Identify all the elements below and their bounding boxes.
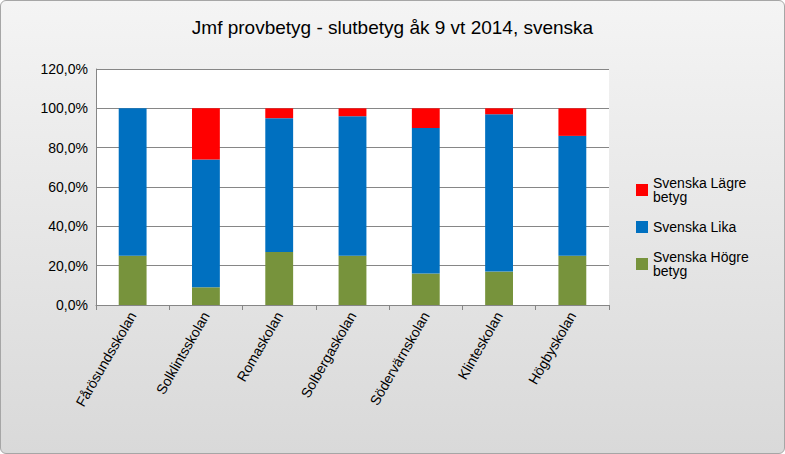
svg-text:40,0%: 40,0%: [48, 218, 88, 234]
svg-text:20,0%: 20,0%: [48, 258, 88, 274]
svg-text:Fårösundsskolan: Fårösundsskolan: [72, 309, 139, 409]
svg-text:Svenska Högre: Svenska Högre: [653, 249, 753, 265]
svg-text:Högbyskolan: Högbyskolan: [525, 309, 579, 387]
svg-text:100,0%: 100,0%: [41, 100, 88, 116]
svg-text:120,0%: 120,0%: [41, 61, 88, 77]
svg-text:Solbergaskolan: Solbergaskolan: [297, 309, 359, 400]
svg-text:betyg: betyg: [653, 263, 687, 279]
svg-text:betyg: betyg: [653, 189, 687, 205]
svg-text:Svenska Lägre: Svenska Lägre: [653, 175, 751, 191]
svg-text:0,0%: 0,0%: [56, 297, 88, 313]
svg-text:Romaskolan: Romaskolan: [233, 309, 286, 384]
svg-text:60,0%: 60,0%: [48, 179, 88, 195]
svg-text:Svenska Lika: Svenska Lika: [653, 219, 736, 235]
svg-text:80,0%: 80,0%: [48, 140, 88, 156]
svg-text:Klinteskolan: Klinteskolan: [454, 309, 506, 382]
svg-text:Jmf provbetyg - slutbetyg åk 9: Jmf provbetyg - slutbetyg åk 9 vt 2014, …: [192, 17, 594, 38]
svg-text:Södervärnskolan: Södervärnskolan: [366, 309, 432, 408]
svg-text:Solklintsskolan: Solklintsskolan: [153, 309, 213, 397]
